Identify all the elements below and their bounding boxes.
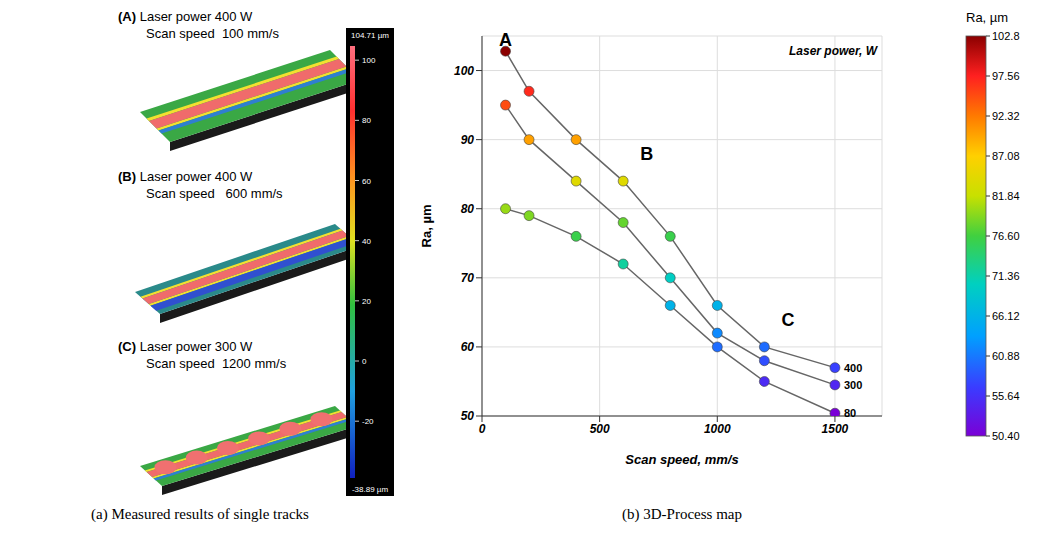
svg-text:0: 0 xyxy=(362,357,367,366)
svg-text:40: 40 xyxy=(362,237,371,246)
html-text:(a) Measured results of single: (a) Measured results of single tracks xyxy=(91,506,309,522)
svg-text:50: 50 xyxy=(461,409,475,423)
svg-text:-20: -20 xyxy=(362,417,374,426)
svg-text:100: 100 xyxy=(362,56,376,65)
svg-text:500: 500 xyxy=(590,422,610,436)
svg-text:80: 80 xyxy=(844,407,856,419)
svg-text:87.08: 87.08 xyxy=(992,150,1020,162)
html-text:Scan speed 100 mm/s: Scan speed 100 mm/s xyxy=(146,26,279,41)
svg-text:71.36: 71.36 xyxy=(992,270,1020,282)
svg-text:400: 400 xyxy=(844,362,862,374)
html-text:Scan speed 1200 mm/s: Scan speed 1200 mm/s xyxy=(146,356,287,371)
svg-text:0: 0 xyxy=(479,422,486,436)
svg-text:66.12: 66.12 xyxy=(992,310,1020,322)
svg-text:70: 70 xyxy=(461,271,475,285)
svg-text:B: B xyxy=(640,144,653,164)
html-text:(b) 3D-Process map: (b) 3D-Process map xyxy=(622,506,742,522)
svg-text:60.88: 60.88 xyxy=(992,350,1020,362)
svg-text:C: C xyxy=(781,310,794,330)
html-text:(C) Laser power 300 W: (C) Laser power 300 W xyxy=(118,339,253,354)
svg-text:104.71 µm: 104.71 µm xyxy=(351,31,389,40)
svg-text:20: 20 xyxy=(362,297,371,306)
svg-text:Ra, µm: Ra, µm xyxy=(419,205,434,248)
svg-text:-38.89 µm: -38.89 µm xyxy=(352,485,389,494)
svg-text:A: A xyxy=(499,30,512,50)
svg-text:300: 300 xyxy=(844,379,862,391)
svg-text:97.56: 97.56 xyxy=(992,70,1020,82)
svg-text:60: 60 xyxy=(362,177,371,186)
svg-text:Scan speed, mm/s: Scan speed, mm/s xyxy=(625,452,738,467)
html-text:(A) Laser power 400 W: (A) Laser power 400 W xyxy=(118,9,253,24)
svg-text:60: 60 xyxy=(461,340,475,354)
svg-text:90: 90 xyxy=(461,133,475,147)
svg-text:100: 100 xyxy=(454,64,474,78)
html-text:Laser power, W: Laser power, W xyxy=(789,44,877,58)
svg-text:50.40: 50.40 xyxy=(992,430,1020,442)
html-text:Scan speed 600 mm/s: Scan speed 600 mm/s xyxy=(146,186,283,201)
html-text:(B) Laser power 400 W: (B) Laser power 400 W xyxy=(118,169,253,184)
svg-text:76.60: 76.60 xyxy=(992,230,1020,242)
svg-text:80: 80 xyxy=(362,116,371,125)
svg-text:92.32: 92.32 xyxy=(992,110,1020,122)
svg-text:1500: 1500 xyxy=(822,422,849,436)
svg-text:80: 80 xyxy=(461,202,475,216)
svg-text:55.64: 55.64 xyxy=(992,390,1020,402)
svg-text:81.84: 81.84 xyxy=(992,190,1020,202)
svg-text:1000: 1000 xyxy=(704,422,731,436)
svg-text:Ra, µm: Ra, µm xyxy=(966,10,1008,25)
svg-text:102.8: 102.8 xyxy=(992,30,1020,42)
